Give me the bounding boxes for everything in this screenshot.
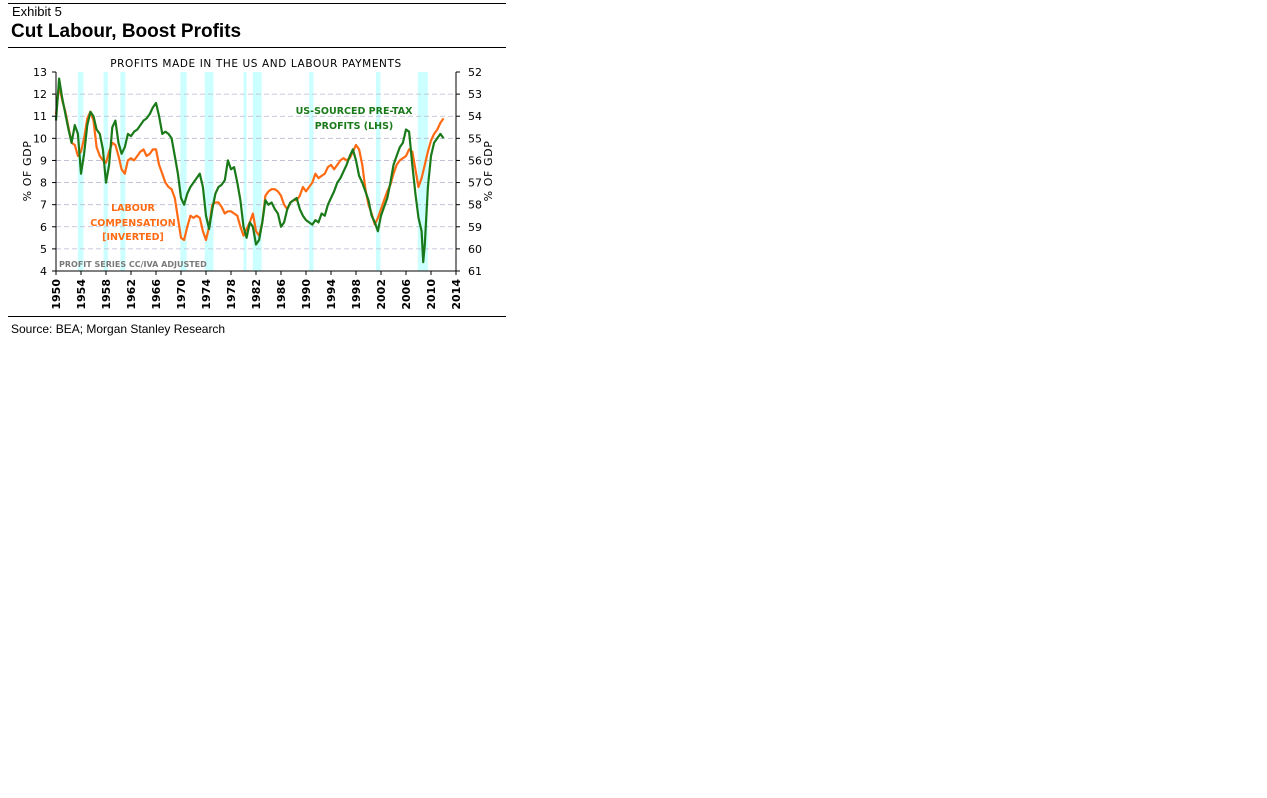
- chart-title: PROFITS MADE IN THE US AND LABOUR PAYMEN…: [110, 58, 402, 70]
- recession-band: [252, 72, 262, 271]
- x-tick-label: 1998: [350, 279, 363, 310]
- chart-footnote: PROFIT SERIES CC/IVA ADJUSTED: [59, 260, 207, 269]
- recession-band: [309, 72, 314, 271]
- x-tick-label: 2010: [425, 279, 438, 310]
- x-tick-label: 1974: [200, 279, 213, 310]
- x-tick-label: 2014: [450, 279, 463, 310]
- x-tick-label: 1994: [325, 279, 338, 310]
- left-tick-label: 8: [40, 177, 47, 190]
- right-tick-label: 60: [468, 243, 482, 256]
- x-tick-label: 1954: [75, 279, 88, 310]
- left-tick-label: 6: [40, 221, 47, 234]
- source-note: Source: BEA; Morgan Stanley Research: [11, 322, 226, 336]
- top-rule: [8, 3, 506, 4]
- x-tick-label: 1962: [125, 279, 138, 310]
- profits-series-label-line1: US-SOURCED PRE-TAX: [296, 106, 414, 117]
- x-tick-label: 1990: [300, 279, 313, 310]
- left-tick-label: 11: [33, 110, 47, 123]
- x-tick-label: 1986: [275, 279, 288, 310]
- exhibit-number: Exhibit 5: [12, 4, 62, 19]
- right-tick-label: 55: [468, 132, 482, 145]
- x-tick-label: 1966: [150, 279, 163, 310]
- labour-series-label-line2: COMPENSATION: [90, 218, 175, 229]
- x-tick-label: 2006: [400, 279, 413, 310]
- left-tick-label: 9: [40, 154, 47, 167]
- right-tick-label: 57: [468, 177, 482, 190]
- right-tick-label: 54: [468, 110, 482, 123]
- recession-band: [180, 72, 187, 271]
- profits-series-label-line2: PROFITS (LHS): [315, 121, 394, 132]
- right-axis-label: % OF GDP: [482, 141, 495, 202]
- right-tick-label: 53: [468, 88, 482, 101]
- left-axis-label: % OF GDP: [21, 141, 34, 202]
- bottom-rule: [8, 316, 506, 317]
- left-tick-label: 5: [40, 243, 47, 256]
- axes: [52, 71, 460, 275]
- right-tick-label: 58: [468, 199, 482, 212]
- left-tick-label: 12: [33, 88, 47, 101]
- x-tick-label: 2002: [375, 279, 388, 310]
- labour-series-label-line1: LABOUR: [111, 203, 155, 214]
- recession-band: [376, 72, 381, 271]
- profits-series-line: [54, 77, 445, 264]
- left-tick-label: 10: [33, 132, 47, 145]
- left-tick-label: 4: [40, 265, 47, 278]
- x-tick-label: 1958: [100, 279, 113, 310]
- recession-band: [243, 72, 247, 271]
- x-tick-label: 1978: [225, 279, 238, 310]
- left-tick-label: 13: [33, 66, 47, 79]
- exhibit-title: Cut Labour, Boost Profits: [11, 21, 242, 42]
- x-tick-label: 1982: [250, 279, 263, 310]
- x-tick-label: 1970: [175, 279, 188, 310]
- right-tick-label: 56: [468, 154, 482, 167]
- recession-band: [204, 72, 214, 271]
- right-tick-label: 52: [468, 66, 482, 79]
- right-tick-label: 61: [468, 265, 482, 278]
- right-tick-label: 59: [468, 221, 482, 234]
- series-lines: [54, 77, 445, 264]
- labour-series-label-line3: [INVERTED]: [102, 232, 164, 243]
- x-tick-label: 1950: [50, 279, 63, 310]
- left-tick-label: 7: [40, 199, 47, 212]
- title-rule: [8, 47, 506, 48]
